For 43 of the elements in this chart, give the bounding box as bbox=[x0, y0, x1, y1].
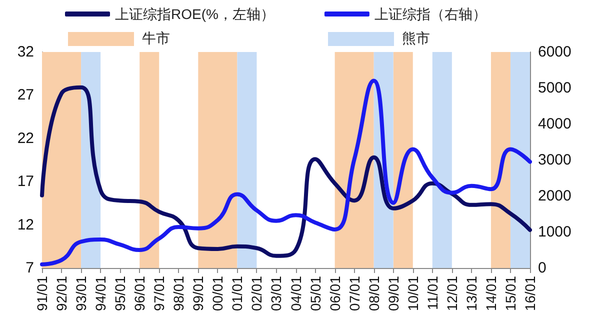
y2-tick-label: 6000 bbox=[538, 44, 572, 60]
x-tick-label: 13/01 bbox=[463, 276, 480, 312]
x-tick-label: 11/01 bbox=[424, 276, 440, 310]
x-tick-label: 05/01 bbox=[307, 276, 324, 312]
x-tick-label: 12/01 bbox=[444, 276, 460, 312]
x-tick-label: 97/01 bbox=[151, 276, 168, 312]
x-tick-label: 91/01 bbox=[34, 276, 50, 312]
x-tick-label: 95/01 bbox=[112, 276, 128, 312]
x-tick-label: 06/01 bbox=[326, 276, 343, 312]
x-tick-label: 03/01 bbox=[268, 276, 284, 312]
legend-label: 牛市 bbox=[142, 30, 170, 48]
legend-label: 熊市 bbox=[402, 30, 430, 48]
legend-label: 上证综指（右轴） bbox=[374, 6, 486, 22]
x-tick-label: 00/01 bbox=[210, 276, 226, 312]
x-tick-label: 96/01 bbox=[132, 276, 148, 312]
x-tick-label: 15/01 bbox=[502, 276, 518, 312]
y-tick-label: 32 bbox=[17, 44, 34, 60]
y2-tick-label: 5000 bbox=[538, 80, 572, 96]
x-tick-label: 01/01 bbox=[229, 276, 246, 312]
y-tick-label: 17 bbox=[17, 173, 34, 190]
x-tick-label: 02/01 bbox=[248, 276, 265, 312]
y-tick-label: 22 bbox=[17, 130, 34, 147]
x-tick-label: 10/01 bbox=[404, 276, 421, 312]
x-tick-label: 98/01 bbox=[170, 276, 187, 312]
x-tick-label: 99/01 bbox=[190, 276, 206, 312]
y2-tick-label: 4000 bbox=[538, 116, 572, 132]
y-tick-label: 27 bbox=[17, 86, 34, 104]
y-tick-label: 12 bbox=[17, 216, 34, 234]
y2-tick-label: 3000 bbox=[538, 152, 572, 168]
y2-tick-label: 1000 bbox=[538, 224, 572, 240]
y-tick-label: 7 bbox=[26, 260, 34, 276]
x-tick-label: 93/01 bbox=[73, 276, 90, 312]
y2-tick-label: 2000 bbox=[538, 188, 572, 204]
y2-tick-label: 0 bbox=[538, 260, 546, 276]
x-tick-label: 08/01 bbox=[366, 276, 382, 312]
x-tick-label: 16/01 bbox=[522, 276, 538, 312]
x-tick-label: 94/01 bbox=[92, 276, 109, 312]
x-tick-label: 09/01 bbox=[385, 276, 402, 312]
x-tick-label: 14/01 bbox=[482, 276, 499, 312]
x-tick-label: 07/01 bbox=[346, 276, 362, 312]
x-tick-label: 04/01 bbox=[288, 276, 304, 312]
legend-label: 上证综指ROE(%，左轴） bbox=[115, 6, 274, 22]
x-tick-label: 92/01 bbox=[54, 276, 70, 312]
